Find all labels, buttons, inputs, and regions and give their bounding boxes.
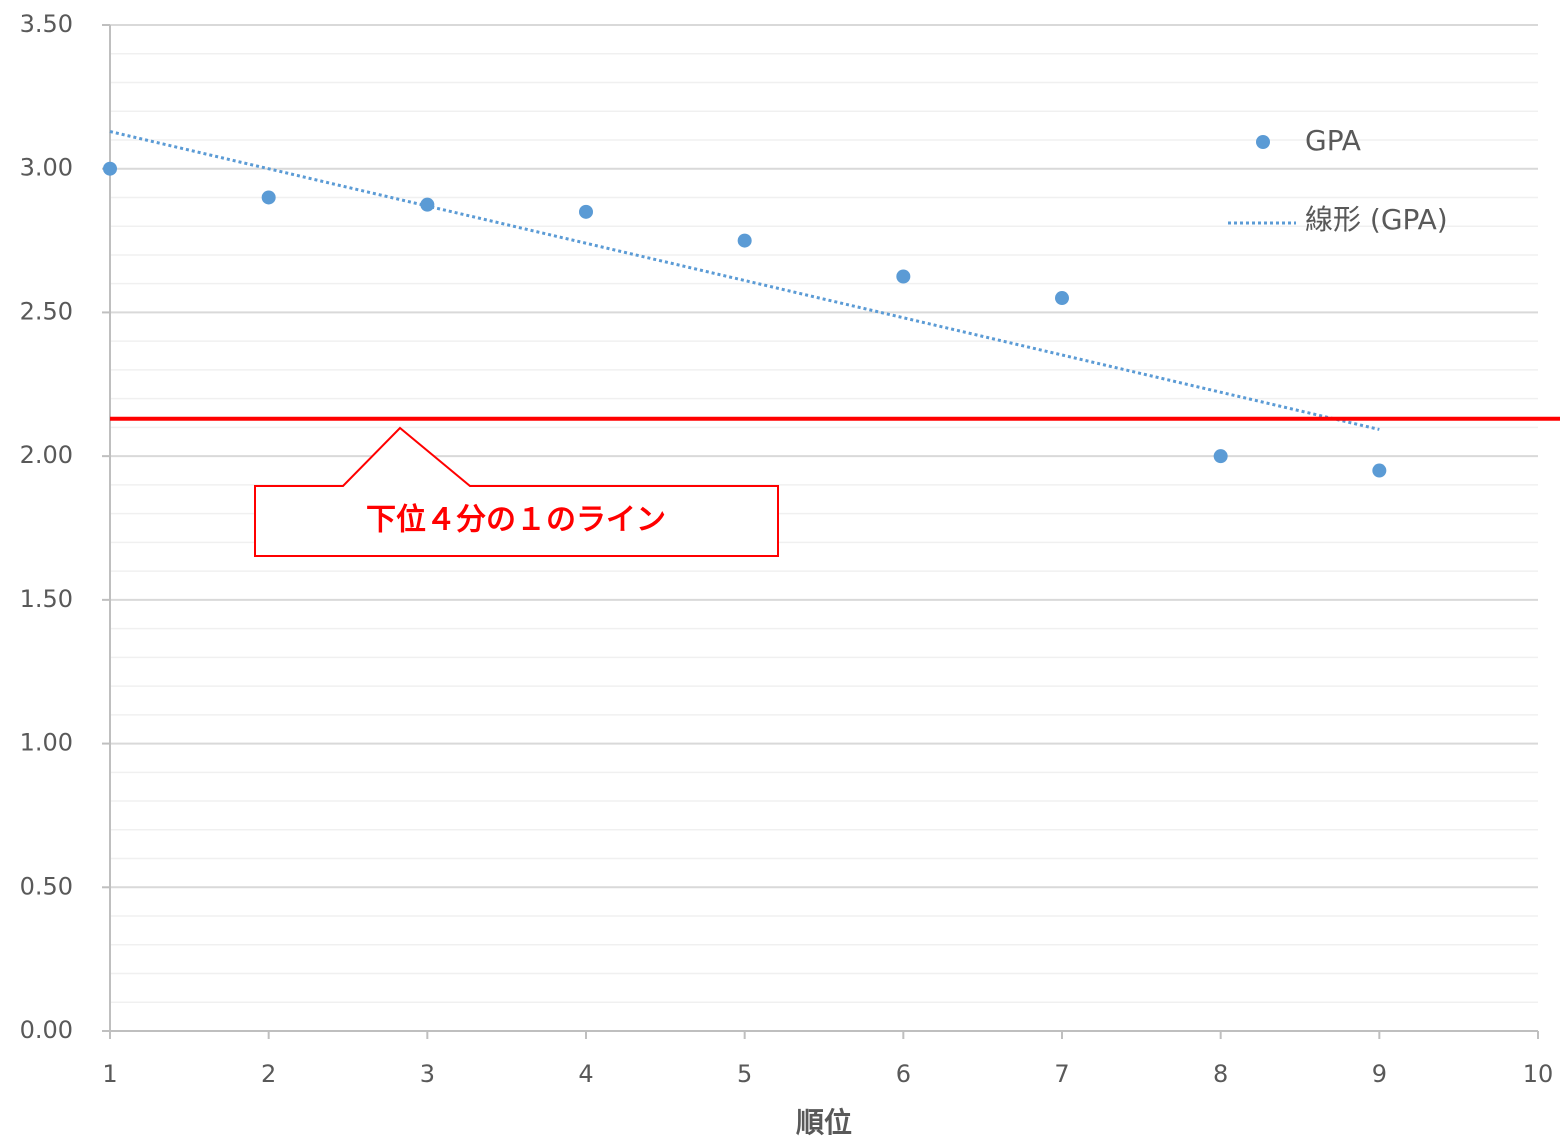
point (1055, 291, 1069, 306)
x-tick-label: 5 (737, 1060, 752, 1088)
y-tick-label: 1.50 (20, 585, 73, 613)
point (1213, 449, 1228, 464)
point (1372, 463, 1387, 478)
y-tick-label: 0.50 (20, 872, 73, 900)
trendline (109, 130, 1380, 431)
y-tick-label: 3.50 (20, 10, 73, 38)
y-tick-label: 1.00 (20, 729, 73, 757)
x-tick-label: 8 (1213, 1060, 1228, 1088)
point (261, 190, 276, 205)
legend-marker (1256, 135, 1270, 149)
x-tick-label: 9 (1372, 1060, 1387, 1088)
callout-label: 下位４分の１のライン (366, 503, 666, 538)
x-tick-label: 3 (420, 1060, 435, 1088)
y-tick-label: 3.00 (20, 154, 73, 182)
point (579, 204, 593, 219)
point (103, 161, 117, 176)
x-tick-label: 6 (896, 1060, 911, 1088)
callout-box (254, 426, 779, 557)
grid (110, 24, 1538, 1004)
point (737, 233, 752, 248)
x-tick-label: 7 (1054, 1060, 1069, 1088)
x-tick-label: 4 (578, 1060, 593, 1088)
x-tick-label: 10 (1523, 1060, 1554, 1088)
legend-label: GPA (1305, 124, 1361, 157)
legend-label: 線形 (GPA) (1305, 203, 1448, 236)
y-tick-label: 0.00 (20, 1016, 73, 1044)
point (896, 269, 911, 284)
x-tick-label: 1 (102, 1060, 117, 1088)
y-tick-label: 2.50 (20, 297, 73, 325)
y-tick-label: 2.00 (20, 441, 73, 469)
x-tick-label: 2 (261, 1060, 276, 1088)
point (420, 197, 435, 212)
x-axis-label: 順位 (796, 1106, 852, 1139)
